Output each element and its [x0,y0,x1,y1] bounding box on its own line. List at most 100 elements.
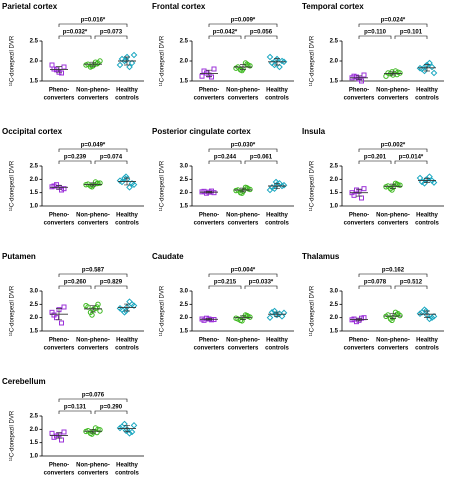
p-value: p=0.024* [381,18,406,24]
y-axis-label: ¹¹C-donepezil DVR [10,160,16,211]
significance-bracket [208,148,278,152]
x-tick-label: converters [228,221,259,227]
significance-bracket [208,23,278,27]
x-tick-label: Healthy [116,463,138,469]
point [116,61,124,69]
point [361,186,367,192]
p-value: p=0.201 [364,155,387,161]
y-tick-label: 2.5 [30,164,39,170]
point [233,65,239,71]
sd-error-bar [274,182,280,190]
x-tick-label: converters [344,346,375,352]
x-tick-label: Non-pheno- [226,88,260,94]
p-value: p=0.016* [81,18,106,24]
significance-bracket [358,160,392,164]
point [126,298,133,305]
sd-error-bar [206,190,212,194]
x-tick-label: Pheno- [199,338,219,344]
point [280,58,288,66]
y-tick-label: 2.5 [330,164,339,170]
x-tick-label: converters [44,471,75,477]
x-tick-label: converters [378,96,409,102]
panel-title: Parietal cortex [2,2,58,11]
y-axis-label: ¹¹C-donepezil DVR [160,35,166,86]
point [272,178,280,186]
y-tick-label: 2.5 [30,414,39,420]
significance-bracket [58,273,128,277]
sd-error-bar [240,64,246,70]
point [416,64,424,72]
x-tick-label: Pheno- [49,463,69,469]
point [121,420,128,428]
point [97,58,103,64]
point [239,67,245,74]
point [266,314,274,321]
point [121,309,128,316]
sd-error-bar [390,183,396,189]
x-tick-label: converters [378,346,409,352]
significance-bracket [358,35,392,39]
sd-error-bar [56,432,62,439]
p-value: p=0.110 [364,30,387,36]
x-tick-label: converters [78,96,109,102]
point [121,174,128,182]
x-tick-label: converters [78,471,109,477]
panel-title: Cerebellum [2,377,46,386]
y-tick-label: 1.5 [30,79,39,85]
point [416,310,424,317]
point [97,427,103,433]
point [233,187,239,194]
x-tick-label: Healthy [416,213,438,219]
p-value: p=0.030* [231,143,256,149]
y-tick-label: 1.0 [30,454,39,460]
x-tick-label: controls [265,346,289,352]
point [97,308,103,314]
point [122,173,130,180]
significance-bracket [358,285,392,289]
x-tick-label: controls [265,221,289,227]
point [394,71,400,78]
y-tick-label: 2.0 [180,190,189,196]
point [244,61,250,67]
point [59,70,64,76]
point [49,184,55,190]
significance-bracket [208,285,242,289]
point [233,315,239,321]
point [280,309,288,317]
point [426,173,433,180]
significance-bracket [394,285,428,289]
y-tick-label: 2.5 [330,302,339,308]
x-tick-label: converters [78,221,109,227]
y-tick-label: 2.0 [180,59,189,65]
point [276,63,283,71]
y-tick-label: 2.5 [330,39,339,45]
y-tick-label: 1.5 [330,329,339,335]
point [126,63,133,71]
sd-error-bar [240,315,246,320]
point [199,73,205,79]
point [389,187,395,193]
point [239,190,245,196]
point [89,312,95,318]
y-axis-label: ¹¹C-donepezil DVR [310,285,316,336]
y-axis-label: ¹¹C-donepezil DVR [160,285,166,336]
point [122,427,130,434]
p-value: p=0.290 [100,405,123,411]
p-value: p=0.101 [400,30,423,36]
sd-error-bar [390,71,396,76]
x-tick-label: converters [344,96,375,102]
sd-error-bar [90,305,96,313]
significance-bracket [208,35,242,39]
significance-bracket [394,35,428,39]
p-value: p=0.009* [231,18,256,24]
point [361,72,367,78]
significance-bracket [244,35,278,39]
x-tick-label: controls [115,96,139,102]
p-value: p=0.061 [250,155,273,161]
point [354,187,359,193]
sd-error-bar [90,61,96,67]
p-value: p=0.033* [249,280,274,286]
sd-error-bar [356,75,362,81]
y-tick-label: 2.0 [30,59,39,65]
point [421,67,428,75]
